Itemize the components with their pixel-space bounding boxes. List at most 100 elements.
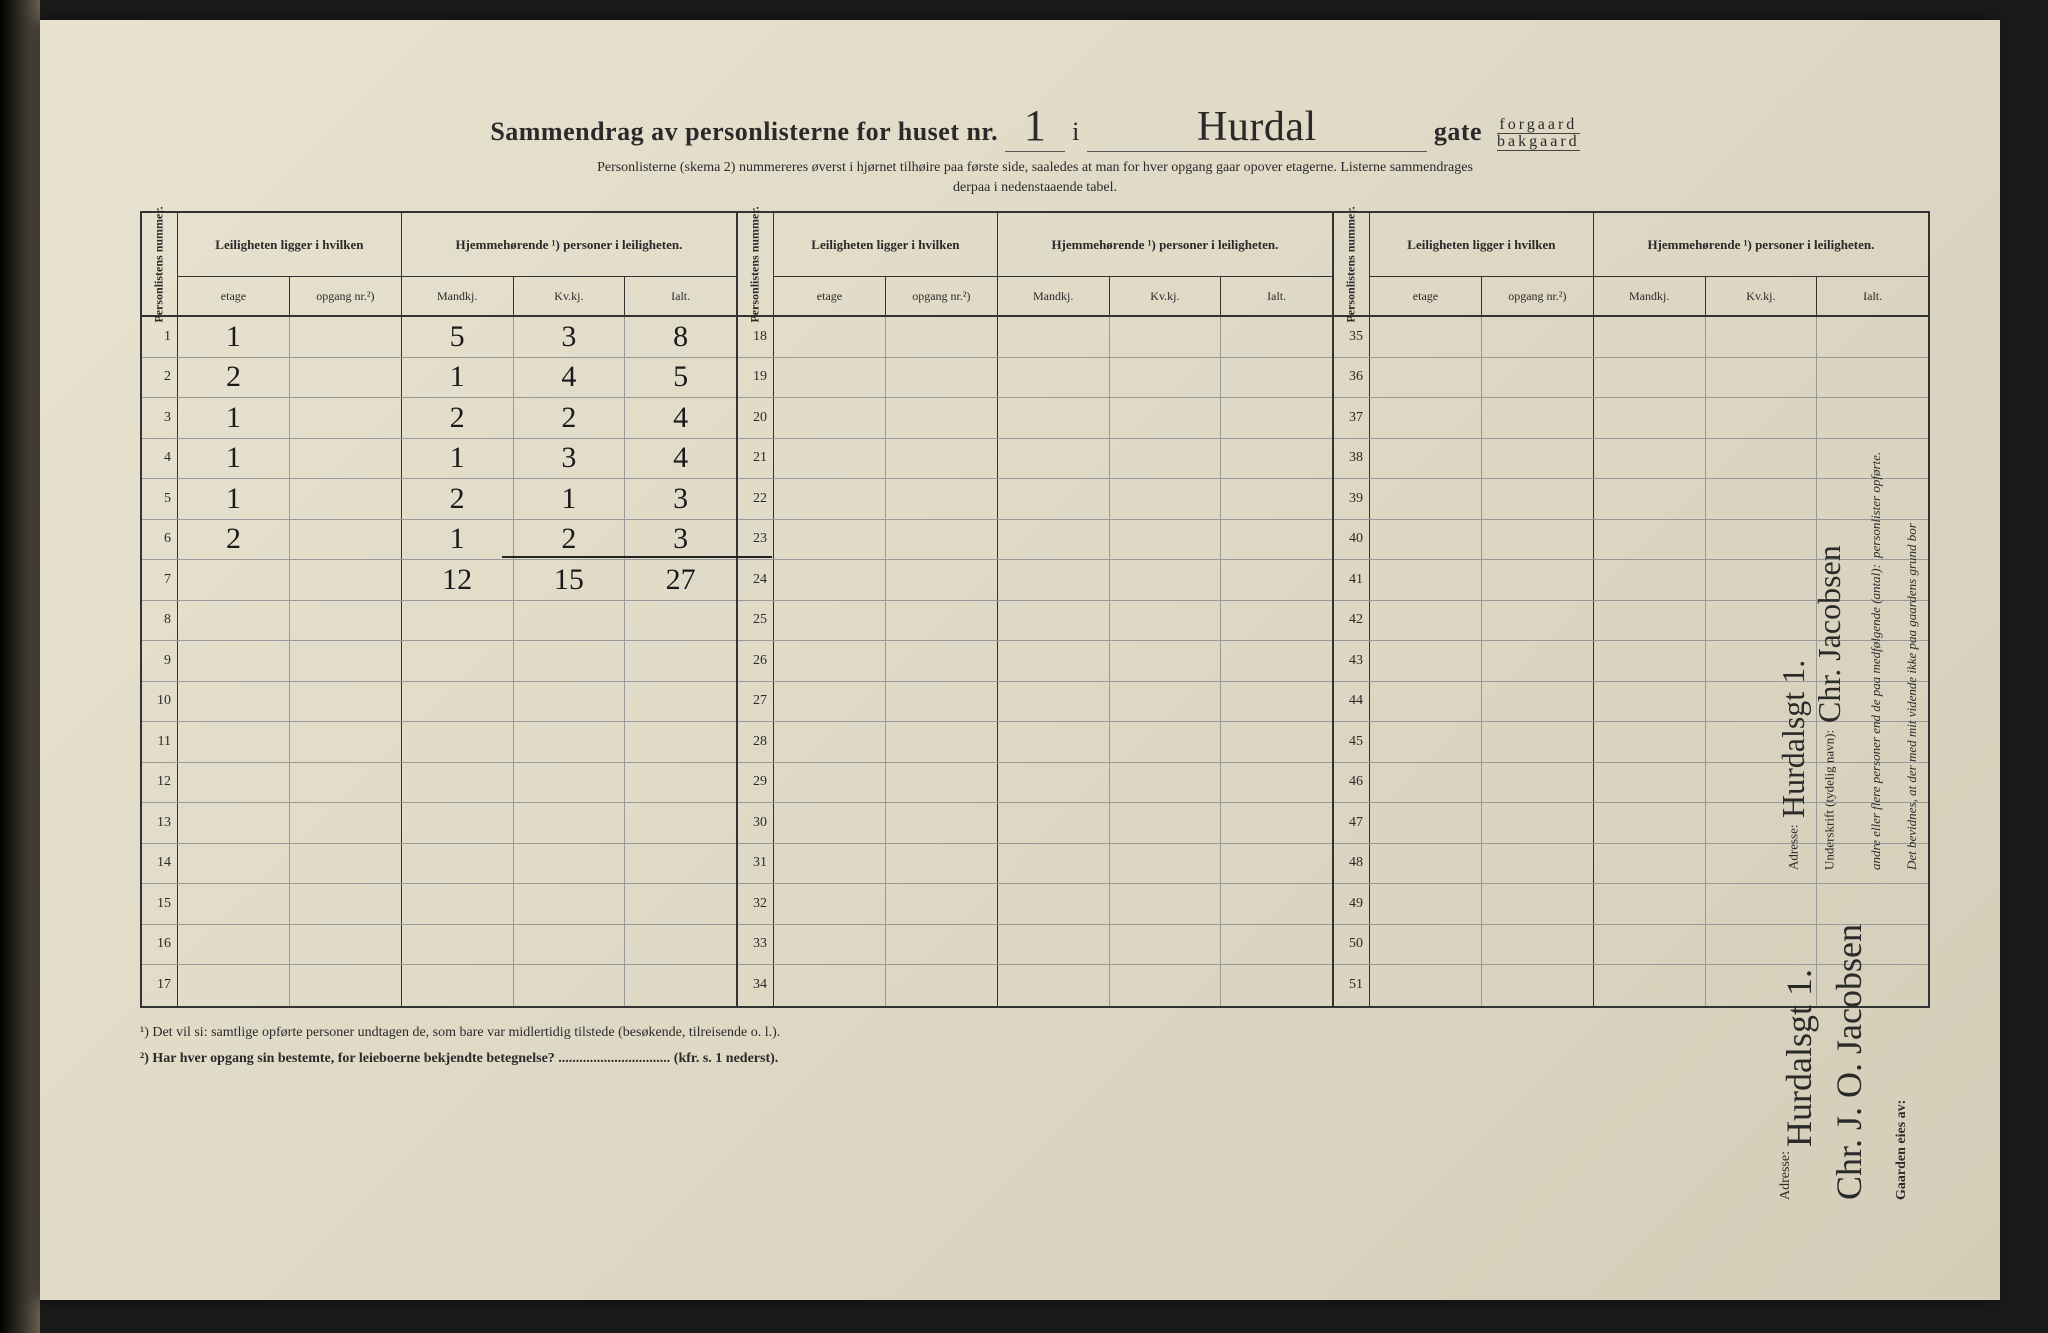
cell-mandkj — [998, 925, 1110, 965]
cell-kvkj: 15 — [514, 560, 626, 600]
col-etage: etage — [178, 277, 290, 315]
table-block: Personlistens nummer.Leiligheten ligger … — [142, 213, 738, 1006]
cell-etage — [1370, 641, 1482, 681]
cell-kvkj — [514, 601, 626, 641]
cell-mandkj — [402, 641, 514, 681]
cell-opgang — [1482, 560, 1593, 600]
cell-kvkj: 2 — [514, 520, 626, 560]
row-number: 23 — [738, 520, 774, 560]
cell-ialt — [625, 601, 736, 641]
house-number-field: 1 — [1005, 100, 1065, 152]
cell-mandkj — [1594, 398, 1706, 438]
title-prefix: Sammendrag av personlisterne for huset n… — [490, 117, 998, 146]
table-row: 23 — [738, 520, 1332, 561]
cell-mandkj: 5 — [402, 317, 514, 357]
cell-ialt: 4 — [625, 439, 736, 479]
cell-ialt — [1221, 682, 1332, 722]
row-number: 9 — [142, 641, 178, 681]
cell-opgang — [1482, 763, 1593, 803]
cell-opgang — [290, 641, 401, 681]
row-number: 34 — [738, 965, 774, 1006]
cell-mandkj — [402, 763, 514, 803]
cell-ialt — [1221, 520, 1332, 560]
cell-opgang — [290, 601, 401, 641]
col-ialt: Ialt. — [625, 277, 736, 315]
row-number: 8 — [142, 601, 178, 641]
cell-etage — [774, 560, 886, 600]
cell-opgang — [886, 925, 997, 965]
row-number: 33 — [738, 925, 774, 965]
cell-mandkj — [1594, 682, 1706, 722]
cell-etage — [178, 763, 290, 803]
cell-mandkj — [1594, 560, 1706, 600]
col-kvkj: Kv.kj. — [514, 277, 626, 315]
table-row: 32 — [738, 884, 1332, 925]
cell-opgang — [290, 682, 401, 722]
cell-kvkj — [1110, 520, 1222, 560]
cell-opgang — [1482, 965, 1593, 1006]
row-number: 15 — [142, 884, 178, 924]
cell-ialt: 8 — [625, 317, 736, 357]
cell-kvkj — [514, 884, 626, 924]
row-number: 1 — [142, 317, 178, 357]
row-number: 32 — [738, 884, 774, 924]
cell-mandkj — [402, 965, 514, 1006]
cell-mandkj — [1594, 479, 1706, 519]
cell-mandkj — [402, 925, 514, 965]
row-number: 37 — [1334, 398, 1370, 438]
row-number: 45 — [1334, 722, 1370, 762]
cell-kvkj — [514, 641, 626, 681]
cell-mandkj — [1594, 601, 1706, 641]
col-group-leilighet: Leiligheten ligger i hvilkenetageopgang … — [774, 213, 998, 315]
cell-opgang — [886, 884, 997, 924]
attest-adresse: Adresse: Hurdalsgt 1. — [1775, 110, 1812, 870]
table-row: 34 — [738, 965, 1332, 1006]
table-row: 31 — [738, 844, 1332, 885]
cell-kvkj — [1110, 763, 1222, 803]
cell-ialt — [1221, 317, 1332, 357]
cell-ialt — [625, 641, 736, 681]
cell-etage — [1370, 722, 1482, 762]
cell-etage — [774, 965, 886, 1006]
cell-kvkj — [1110, 722, 1222, 762]
cell-opgang — [886, 803, 997, 843]
cell-etage: 1 — [178, 398, 290, 438]
cell-opgang — [886, 479, 997, 519]
street-name-field: Hurdal — [1087, 103, 1427, 152]
cell-opgang — [886, 722, 997, 762]
cell-etage — [774, 763, 886, 803]
page-binding — [0, 0, 40, 1333]
cell-opgang — [886, 520, 997, 560]
cell-ialt — [1221, 763, 1332, 803]
cell-etage — [774, 641, 886, 681]
cell-etage — [1370, 358, 1482, 398]
cell-opgang — [886, 398, 997, 438]
row-number: 6 — [142, 520, 178, 560]
row-number: 31 — [738, 844, 774, 884]
col-etage: etage — [1370, 277, 1482, 315]
table-row: 27 — [738, 682, 1332, 723]
gate-forgaard: forgaard — [1497, 117, 1580, 134]
cell-opgang — [886, 317, 997, 357]
cell-etage — [774, 722, 886, 762]
cell-kvkj — [514, 763, 626, 803]
cell-kvkj — [1110, 803, 1222, 843]
cell-mandkj: 1 — [402, 358, 514, 398]
cell-opgang — [886, 439, 997, 479]
cell-ialt — [1221, 398, 1332, 438]
cell-opgang — [290, 398, 401, 438]
col-group-leilighet: Leiligheten ligger i hvilkenetageopgang … — [178, 213, 402, 315]
table-row: 41134 — [142, 439, 736, 480]
cell-ialt — [1221, 925, 1332, 965]
cell-mandkj — [1594, 925, 1706, 965]
col-personliste: Personlistens nummer. — [1334, 213, 1370, 315]
owner-address: Adresse: Hurdalsgt 1. — [1778, 820, 1820, 1200]
cell-etage — [178, 844, 290, 884]
cell-opgang — [1482, 682, 1593, 722]
cell-kvkj: 4 — [514, 358, 626, 398]
in-word: i — [1072, 117, 1080, 146]
row-number: 27 — [738, 682, 774, 722]
cell-opgang — [290, 317, 401, 357]
cell-etage — [1370, 560, 1482, 600]
row-number: 12 — [142, 763, 178, 803]
